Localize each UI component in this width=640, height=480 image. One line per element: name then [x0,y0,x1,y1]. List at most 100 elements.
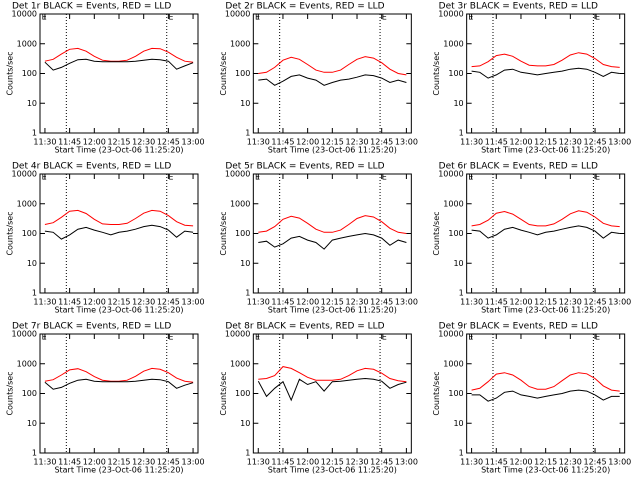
y-tick-label: 100 [235,229,250,238]
x-tick-label: 11:30 [33,458,56,467]
x-tick-label: 13:00 [608,298,631,307]
x-tick-label: 11:45 [485,298,508,307]
x-tick-label: 12:00 [509,298,532,307]
x-tick-label: 13:00 [608,458,631,467]
y-axis-label: Counts/sec [6,211,15,255]
plot-frame [252,13,412,134]
annotation: E [468,173,473,182]
x-tick-label: 12:00 [509,458,532,467]
x-tick-label: 11:45 [271,298,294,307]
x-tick-label: 11:45 [485,138,508,147]
y-tick-label: 1000 [17,359,37,368]
x-tick-label: 12:30 [559,458,582,467]
x-axis-label: Start Time (23-Oct-06 11:25:20) [268,466,397,475]
chart-title: Det 1r BLACK = Events, RED = LLD [12,2,171,12]
y-tick-label: 10 [453,99,463,108]
series-line [44,209,194,227]
y-axis-label: Counts/sec [432,371,441,415]
series-line [471,372,620,392]
series-line [44,378,194,390]
y-axis-label: Counts/sec [219,371,228,415]
x-tick-label: 12:30 [132,138,155,147]
x-tick-label: 12:00 [296,458,319,467]
y-axis-label: Counts/sec [219,211,228,255]
x-tick-label: 12:30 [345,138,368,147]
x-tick-label: 11:45 [271,138,294,147]
annotation: E [168,333,173,342]
y-tick-label: 1 [32,449,37,458]
plot-frame [39,173,199,294]
x-axis-label: Start Time (23-Oct-06 11:25:20) [268,146,397,155]
series-line [471,389,620,402]
y-tick-label: 100 [448,69,463,78]
x-tick-label: 12:15 [534,138,557,147]
annotation: E [168,13,173,22]
x-axis-label: Start Time (23-Oct-06 11:25:20) [54,146,183,155]
chart-title: Det 8r BLACK = Events, RED = LLD [225,322,384,332]
x-tick-label: 12:15 [107,298,130,307]
y-tick-label: 1 [32,129,37,138]
plot-frame [466,333,626,454]
y-tick-label: 100 [22,389,37,398]
y-tick-label: 10000 [438,10,463,19]
x-tick-label: 12:15 [534,458,557,467]
x-tick-label: 12:45 [157,458,180,467]
chart-title: Det 7r BLACK = Events, RED = LLD [12,322,171,332]
y-tick-label: 10 [453,259,463,268]
annotation: E [168,173,173,182]
y-axis-label: Counts/sec [432,51,441,95]
annotation: E [255,173,260,182]
y-tick-label: 1 [459,129,464,138]
x-tick-label: 13:00 [182,298,205,307]
chart-title: Det 5r BLACK = Events, RED = LLD [225,162,384,172]
y-tick-label: 100 [448,229,463,238]
plot-frame [39,333,199,454]
annotation: E [382,13,387,22]
y-tick-label: 1 [245,449,250,458]
series-line [258,56,407,76]
x-axis-label: Start Time (23-Oct-06 11:25:20) [481,306,610,315]
x-tick-label: 12:30 [345,458,368,467]
x-tick-label: 11:30 [33,138,56,147]
annotation: E [255,333,260,342]
series-line [471,210,620,228]
y-tick-label: 1 [245,129,250,138]
series-line [44,47,194,63]
chart-title: Det 4r BLACK = Events, RED = LLD [12,162,171,172]
annotation: E [468,13,473,22]
x-tick-label: 11:45 [58,298,81,307]
plot-frame [252,173,412,294]
y-tick-label: 1000 [17,39,37,48]
x-tick-label: 13:00 [395,458,418,467]
y-tick-label: 1000 [17,199,37,208]
chart-title: Det 3r BLACK = Events, RED = LLD [439,2,598,12]
x-tick-label: 13:00 [395,298,418,307]
x-tick-label: 12:00 [509,138,532,147]
y-tick-label: 1 [245,289,250,298]
y-tick-label: 100 [22,229,37,238]
y-tick-label: 100 [22,69,37,78]
y-tick-label: 1 [459,449,464,458]
chart-title: Det 2r BLACK = Events, RED = LLD [225,2,384,12]
y-tick-label: 1000 [230,199,250,208]
series-line [258,232,407,250]
x-tick-label: 12:30 [559,138,582,147]
y-tick-label: 100 [448,389,463,398]
series-line [44,58,194,71]
series-line [258,366,407,383]
x-tick-label: 12:45 [157,298,180,307]
x-tick-label: 12:45 [370,298,393,307]
x-tick-label: 13:00 [608,138,631,147]
annotation: E [42,333,47,342]
chart-title: Det 9r BLACK = Events, RED = LLD [439,322,598,332]
x-tick-label: 11:30 [460,138,483,147]
x-tick-label: 12:45 [370,458,393,467]
annotation: E [42,173,47,182]
x-tick-label: 12:15 [107,138,130,147]
annotation: E [468,333,473,342]
y-tick-label: 10 [240,99,250,108]
y-tick-label: 10000 [12,10,37,19]
x-tick-label: 13:00 [395,138,418,147]
y-tick-label: 1000 [230,359,250,368]
y-tick-label: 10 [27,419,37,428]
